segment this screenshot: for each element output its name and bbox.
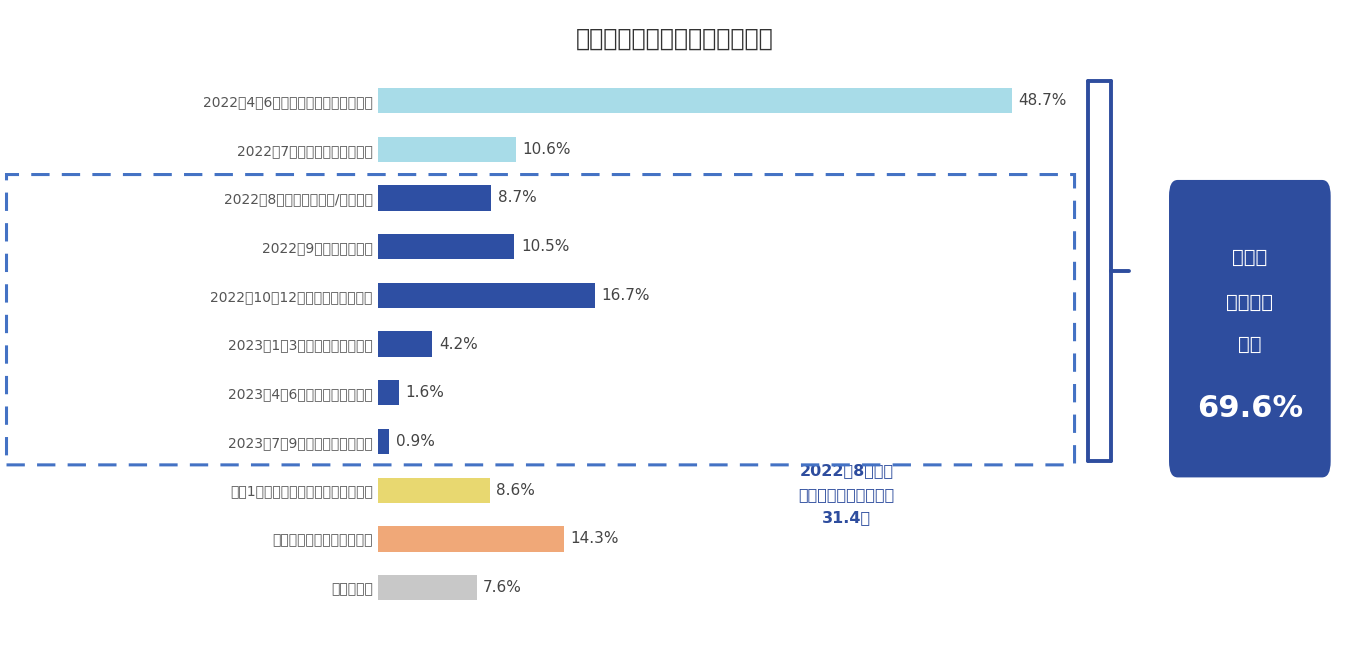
Text: 実施済・: 実施済・ [1226, 293, 1273, 311]
Text: 48.7%: 48.7% [1018, 93, 1067, 108]
Bar [378, 185, 491, 210]
Text: 予定: 予定 [1238, 335, 1261, 354]
Bar [378, 380, 398, 406]
Text: 8.6%: 8.6% [496, 483, 536, 498]
Text: 値上げ: 値上げ [1232, 248, 1268, 266]
Text: 7.6%: 7.6% [483, 580, 522, 595]
Text: 10.5%: 10.5% [521, 239, 569, 254]
Bar [378, 527, 564, 552]
FancyBboxPatch shape [1170, 180, 1330, 477]
Text: 69.6%: 69.6% [1197, 394, 1303, 423]
Text: 企業の値上げ動向（複数回答）: 企業の値上げ動向（複数回答） [576, 27, 773, 50]
Bar [378, 331, 433, 357]
Text: 0.9%: 0.9% [397, 434, 434, 449]
Bar [378, 477, 490, 503]
Bar [378, 88, 1012, 113]
Text: 8.7%: 8.7% [498, 191, 537, 205]
Bar [378, 283, 595, 308]
Bar [378, 234, 514, 260]
Text: 16.7%: 16.7% [602, 288, 650, 303]
Bar [378, 575, 476, 600]
Bar [378, 429, 390, 454]
Text: 4.2%: 4.2% [438, 337, 478, 351]
Text: 2022年8月以降
値上げした／する予定
31.4％: 2022年8月以降 値上げした／する予定 31.4％ [799, 463, 894, 525]
Text: 1.6%: 1.6% [405, 385, 444, 400]
Text: 10.6%: 10.6% [522, 141, 571, 157]
Bar [378, 137, 515, 162]
Text: 14.3%: 14.3% [571, 531, 619, 546]
